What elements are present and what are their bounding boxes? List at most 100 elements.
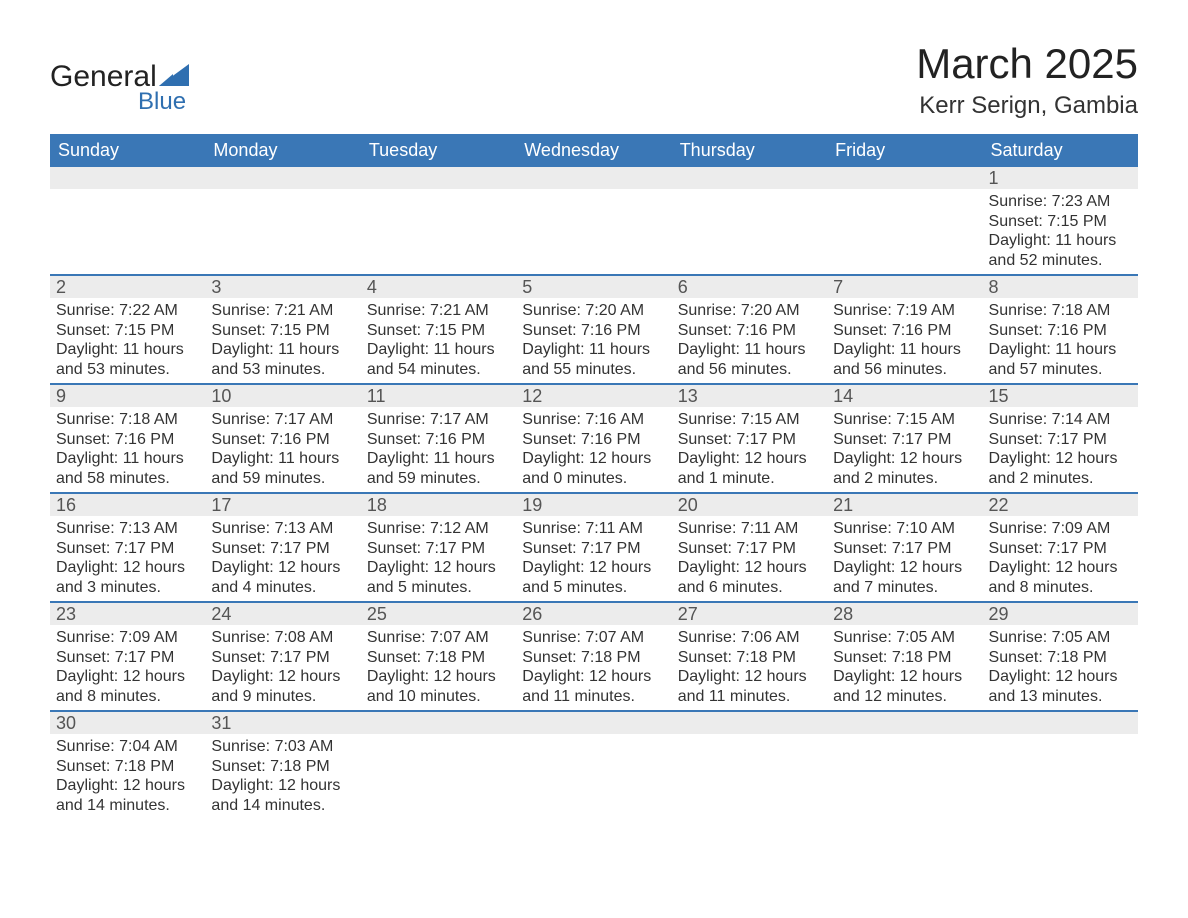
daylight-text-2: and 4 minutes. — [211, 578, 354, 598]
day-data: Sunrise: 7:14 AMSunset: 7:17 PMDaylight:… — [983, 407, 1138, 492]
daylight-text-2: and 55 minutes. — [522, 360, 665, 380]
calendar-cell: 26Sunrise: 7:07 AMSunset: 7:18 PMDayligh… — [516, 602, 671, 711]
sunrise-text: Sunrise: 7:08 AM — [211, 628, 354, 648]
calendar-cell: 4Sunrise: 7:21 AMSunset: 7:15 PMDaylight… — [361, 275, 516, 384]
calendar-cell: 2Sunrise: 7:22 AMSunset: 7:15 PMDaylight… — [50, 275, 205, 384]
logo-text-b: Blue — [138, 88, 186, 116]
daylight-text-2: and 3 minutes. — [56, 578, 199, 598]
calendar-cell — [516, 167, 671, 275]
day-data: Sunrise: 7:10 AMSunset: 7:17 PMDaylight:… — [827, 516, 982, 601]
calendar-cell: 16Sunrise: 7:13 AMSunset: 7:17 PMDayligh… — [50, 493, 205, 602]
daylight-text-1: Daylight: 11 hours — [522, 340, 665, 360]
day-number: 3 — [205, 276, 360, 298]
daylight-text-2: and 59 minutes. — [367, 469, 510, 489]
daylight-text-2: and 56 minutes. — [833, 360, 976, 380]
day-data-empty — [672, 189, 827, 274]
sunrise-text: Sunrise: 7:20 AM — [522, 301, 665, 321]
sunrise-text: Sunrise: 7:04 AM — [56, 737, 199, 757]
calendar-cell: 29Sunrise: 7:05 AMSunset: 7:18 PMDayligh… — [983, 602, 1138, 711]
calendar-week-row: 16Sunrise: 7:13 AMSunset: 7:17 PMDayligh… — [50, 493, 1138, 602]
calendar-cell — [361, 167, 516, 275]
daylight-text-1: Daylight: 11 hours — [833, 340, 976, 360]
daylight-text-2: and 7 minutes. — [833, 578, 976, 598]
day-number — [827, 167, 982, 189]
sunset-text: Sunset: 7:17 PM — [989, 430, 1132, 450]
day-number — [361, 167, 516, 189]
day-number: 10 — [205, 385, 360, 407]
day-data: Sunrise: 7:09 AMSunset: 7:17 PMDaylight:… — [50, 625, 205, 710]
sunrise-text: Sunrise: 7:03 AM — [211, 737, 354, 757]
calendar-cell: 30Sunrise: 7:04 AMSunset: 7:18 PMDayligh… — [50, 711, 205, 819]
day-number — [516, 712, 671, 734]
daylight-text-1: Daylight: 11 hours — [989, 231, 1132, 251]
sunrise-text: Sunrise: 7:05 AM — [989, 628, 1132, 648]
daylight-text-1: Daylight: 11 hours — [367, 449, 510, 469]
daylight-text-1: Daylight: 12 hours — [522, 667, 665, 687]
sunrise-text: Sunrise: 7:15 AM — [678, 410, 821, 430]
day-data: Sunrise: 7:05 AMSunset: 7:18 PMDaylight:… — [827, 625, 982, 710]
calendar-table: Sunday Monday Tuesday Wednesday Thursday… — [50, 134, 1138, 819]
day-data: Sunrise: 7:15 AMSunset: 7:17 PMDaylight:… — [672, 407, 827, 492]
day-number: 27 — [672, 603, 827, 625]
calendar-cell: 17Sunrise: 7:13 AMSunset: 7:17 PMDayligh… — [205, 493, 360, 602]
sunset-text: Sunset: 7:16 PM — [522, 321, 665, 341]
sunset-text: Sunset: 7:15 PM — [56, 321, 199, 341]
sunset-text: Sunset: 7:18 PM — [56, 757, 199, 777]
day-data: Sunrise: 7:07 AMSunset: 7:18 PMDaylight:… — [516, 625, 671, 710]
daylight-text-1: Daylight: 11 hours — [211, 340, 354, 360]
sunrise-text: Sunrise: 7:20 AM — [678, 301, 821, 321]
sunset-text: Sunset: 7:17 PM — [833, 539, 976, 559]
sunset-text: Sunset: 7:15 PM — [211, 321, 354, 341]
sunrise-text: Sunrise: 7:07 AM — [367, 628, 510, 648]
sunrise-text: Sunrise: 7:07 AM — [522, 628, 665, 648]
calendar-cell: 14Sunrise: 7:15 AMSunset: 7:17 PMDayligh… — [827, 384, 982, 493]
sunset-text: Sunset: 7:15 PM — [989, 212, 1132, 232]
daylight-text-1: Daylight: 11 hours — [367, 340, 510, 360]
day-number — [516, 167, 671, 189]
calendar-cell: 12Sunrise: 7:16 AMSunset: 7:16 PMDayligh… — [516, 384, 671, 493]
calendar-cell: 5Sunrise: 7:20 AMSunset: 7:16 PMDaylight… — [516, 275, 671, 384]
day-data: Sunrise: 7:20 AMSunset: 7:16 PMDaylight:… — [672, 298, 827, 383]
calendar-cell — [50, 167, 205, 275]
calendar-cell: 15Sunrise: 7:14 AMSunset: 7:17 PMDayligh… — [983, 384, 1138, 493]
day-data: Sunrise: 7:12 AMSunset: 7:17 PMDaylight:… — [361, 516, 516, 601]
daylight-text-2: and 14 minutes. — [211, 796, 354, 816]
day-number: 17 — [205, 494, 360, 516]
weekday-header: Friday — [827, 134, 982, 167]
calendar-cell: 28Sunrise: 7:05 AMSunset: 7:18 PMDayligh… — [827, 602, 982, 711]
calendar-cell: 7Sunrise: 7:19 AMSunset: 7:16 PMDaylight… — [827, 275, 982, 384]
day-data-empty — [361, 189, 516, 274]
calendar-cell: 9Sunrise: 7:18 AMSunset: 7:16 PMDaylight… — [50, 384, 205, 493]
day-number: 4 — [361, 276, 516, 298]
daylight-text-1: Daylight: 12 hours — [833, 558, 976, 578]
day-number: 22 — [983, 494, 1138, 516]
day-data: Sunrise: 7:22 AMSunset: 7:15 PMDaylight:… — [50, 298, 205, 383]
calendar-cell: 10Sunrise: 7:17 AMSunset: 7:16 PMDayligh… — [205, 384, 360, 493]
daylight-text-2: and 8 minutes. — [56, 687, 199, 707]
calendar-cell: 8Sunrise: 7:18 AMSunset: 7:16 PMDaylight… — [983, 275, 1138, 384]
day-number: 14 — [827, 385, 982, 407]
calendar-cell — [672, 711, 827, 819]
daylight-text-1: Daylight: 12 hours — [56, 667, 199, 687]
sunset-text: Sunset: 7:15 PM — [367, 321, 510, 341]
sunrise-text: Sunrise: 7:15 AM — [833, 410, 976, 430]
daylight-text-1: Daylight: 12 hours — [989, 449, 1132, 469]
calendar-body: 1Sunrise: 7:23 AMSunset: 7:15 PMDaylight… — [50, 167, 1138, 819]
sunset-text: Sunset: 7:16 PM — [211, 430, 354, 450]
daylight-text-1: Daylight: 12 hours — [367, 667, 510, 687]
calendar-cell — [361, 711, 516, 819]
day-data: Sunrise: 7:03 AMSunset: 7:18 PMDaylight:… — [205, 734, 360, 819]
sunset-text: Sunset: 7:18 PM — [833, 648, 976, 668]
day-number — [205, 167, 360, 189]
daylight-text-2: and 10 minutes. — [367, 687, 510, 707]
sunset-text: Sunset: 7:18 PM — [211, 757, 354, 777]
calendar-cell — [827, 711, 982, 819]
daylight-text-2: and 5 minutes. — [367, 578, 510, 598]
day-data-empty — [516, 189, 671, 274]
day-number: 12 — [516, 385, 671, 407]
day-data: Sunrise: 7:13 AMSunset: 7:17 PMDaylight:… — [50, 516, 205, 601]
daylight-text-1: Daylight: 12 hours — [56, 558, 199, 578]
daylight-text-2: and 8 minutes. — [989, 578, 1132, 598]
day-data: Sunrise: 7:13 AMSunset: 7:17 PMDaylight:… — [205, 516, 360, 601]
day-data: Sunrise: 7:06 AMSunset: 7:18 PMDaylight:… — [672, 625, 827, 710]
